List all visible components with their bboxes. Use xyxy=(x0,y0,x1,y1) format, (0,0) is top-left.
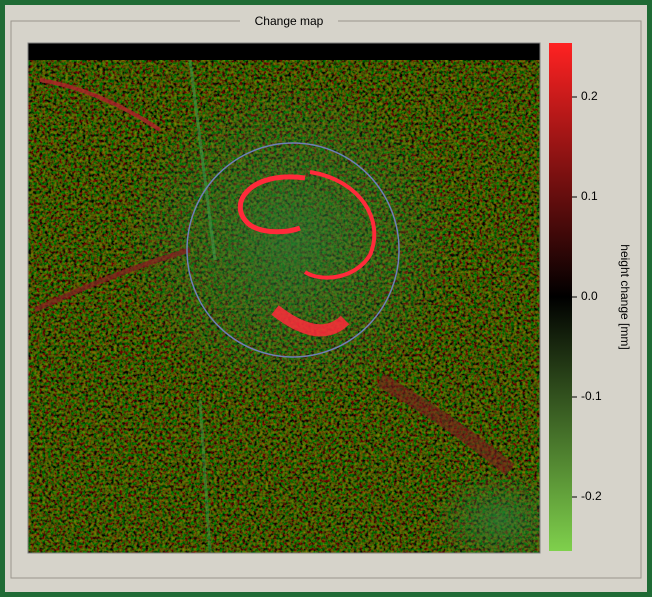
colorbar-tick-label: 0.2 xyxy=(581,89,598,103)
colorbar xyxy=(549,43,572,551)
colorbar-tick-label: -0.1 xyxy=(581,389,602,403)
app-window: Change map height change [mm] 0.2 0.1 0.0 -… xyxy=(0,0,652,597)
colorbar-tick-label: 0.0 xyxy=(581,289,598,303)
colorbar-tick-label: 0.1 xyxy=(581,189,598,203)
group-title: Change map xyxy=(255,14,324,28)
colorbar-label: height change [mm] xyxy=(618,244,632,349)
change-map xyxy=(28,43,570,570)
colorbar-tick-label: -0.2 xyxy=(581,489,602,503)
